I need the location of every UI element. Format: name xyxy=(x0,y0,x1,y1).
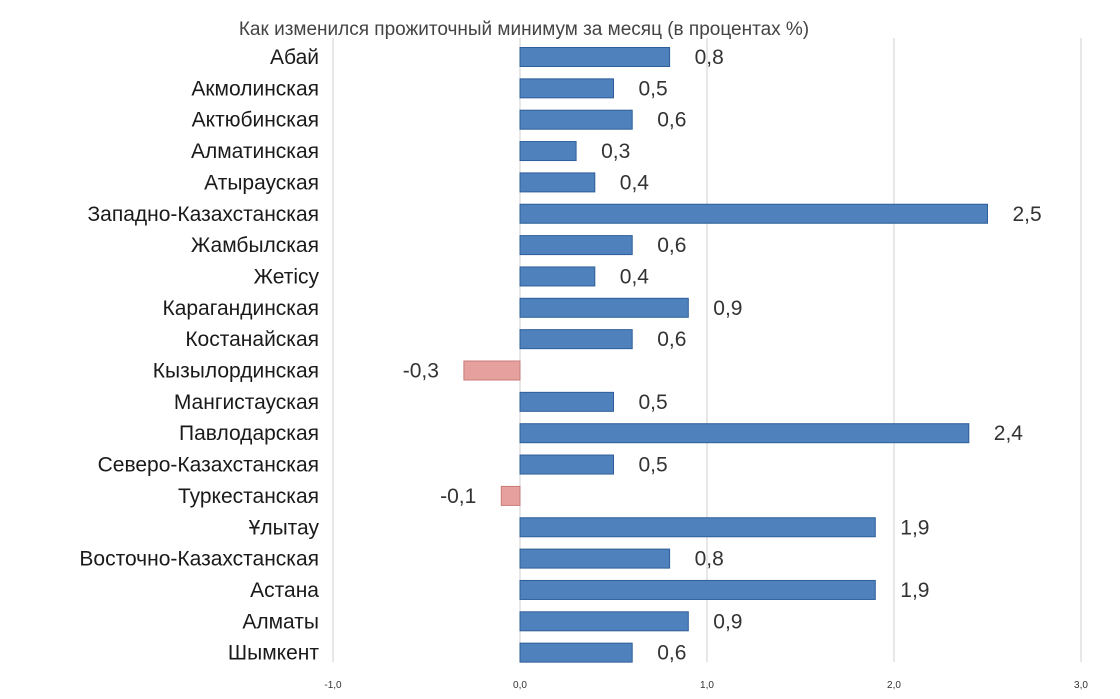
bar xyxy=(519,517,876,538)
value-label: 0,3 xyxy=(601,140,630,163)
category-label: Мангистауская xyxy=(174,391,319,414)
category-label: Жетісу xyxy=(254,265,320,288)
value-label: 0,8 xyxy=(695,548,724,571)
category-label: Восточно-Казахстанская xyxy=(79,548,319,571)
category-label: Астана xyxy=(250,579,319,602)
bar xyxy=(519,642,633,663)
value-label: 1,9 xyxy=(900,516,929,539)
bar xyxy=(519,454,614,475)
value-label: 2,5 xyxy=(1013,203,1042,226)
bar xyxy=(519,266,596,287)
bar xyxy=(519,423,970,444)
value-label: 0,6 xyxy=(657,328,686,351)
category-label: Кызылординская xyxy=(153,360,319,383)
category-label: Туркестанская xyxy=(178,485,319,508)
value-label: -0,3 xyxy=(403,360,439,383)
bar xyxy=(519,172,596,193)
bars xyxy=(463,47,988,663)
category-labels: Абай Акмолинская Актюбинская Алматинская Аты… xyxy=(79,46,319,665)
x-tick-label: 2,0 xyxy=(887,680,901,691)
category-label: Северо-Казахстанская xyxy=(98,454,319,477)
x-tick-label: 1,0 xyxy=(700,680,714,691)
value-label: 0,4 xyxy=(620,171,650,194)
value-labels: 0,8 0,5 0,6 0,3 0,4 2,5 0,6 0,4 0,9 0,6 -0,3 0,5 2,4… xyxy=(403,46,1042,665)
category-label: Павлодарская xyxy=(179,422,319,445)
category-label: Атырауская xyxy=(204,171,319,194)
bar xyxy=(519,47,671,67)
bar xyxy=(519,235,633,256)
chart-title: Как изменился прожиточный минимум за мес… xyxy=(239,19,809,40)
bar xyxy=(519,203,988,224)
value-label: -0,1 xyxy=(440,485,476,508)
x-axis-tick-labels: -1,0 0,0 1,0 2,0 3,0 xyxy=(324,680,1088,691)
bar xyxy=(519,579,876,600)
category-label: Карагандинская xyxy=(162,297,319,320)
value-label: 0,6 xyxy=(657,109,686,132)
value-label: 0,5 xyxy=(639,454,668,477)
category-label: Акмолинская xyxy=(191,77,319,100)
bar xyxy=(463,360,521,381)
bar xyxy=(519,78,614,99)
category-label: Ұлытау xyxy=(249,516,320,539)
bar xyxy=(519,297,689,318)
value-label: 0,4 xyxy=(620,265,650,288)
category-label: Жамбылская xyxy=(191,234,319,257)
bar xyxy=(519,611,689,632)
bar xyxy=(519,548,671,569)
value-label: 0,5 xyxy=(639,391,668,414)
x-tick-label: 0,0 xyxy=(513,680,527,691)
value-label: 0,6 xyxy=(657,642,686,665)
category-label: Абай xyxy=(270,46,319,69)
value-label: 0,9 xyxy=(713,610,742,633)
category-label: Западно-Казахстанская xyxy=(87,203,319,226)
bar xyxy=(519,329,633,350)
value-label: 0,8 xyxy=(695,46,724,69)
category-label: Алматинская xyxy=(191,140,319,163)
bar xyxy=(500,485,521,506)
bar xyxy=(519,391,614,412)
x-tick-label: -1,0 xyxy=(324,680,342,691)
value-label: 0,5 xyxy=(639,77,668,100)
value-label: 0,6 xyxy=(657,234,686,257)
value-label: 1,9 xyxy=(900,579,929,602)
category-label: Шымкент xyxy=(228,642,319,665)
value-label: 2,4 xyxy=(994,422,1024,445)
bar xyxy=(519,109,633,130)
category-label: Алматы xyxy=(242,610,319,633)
category-label: Костанайская xyxy=(185,328,319,351)
value-label: 0,9 xyxy=(713,297,742,320)
bar xyxy=(519,141,577,162)
category-label: Актюбинская xyxy=(192,109,319,132)
x-tick-label: 3,0 xyxy=(1074,680,1088,691)
